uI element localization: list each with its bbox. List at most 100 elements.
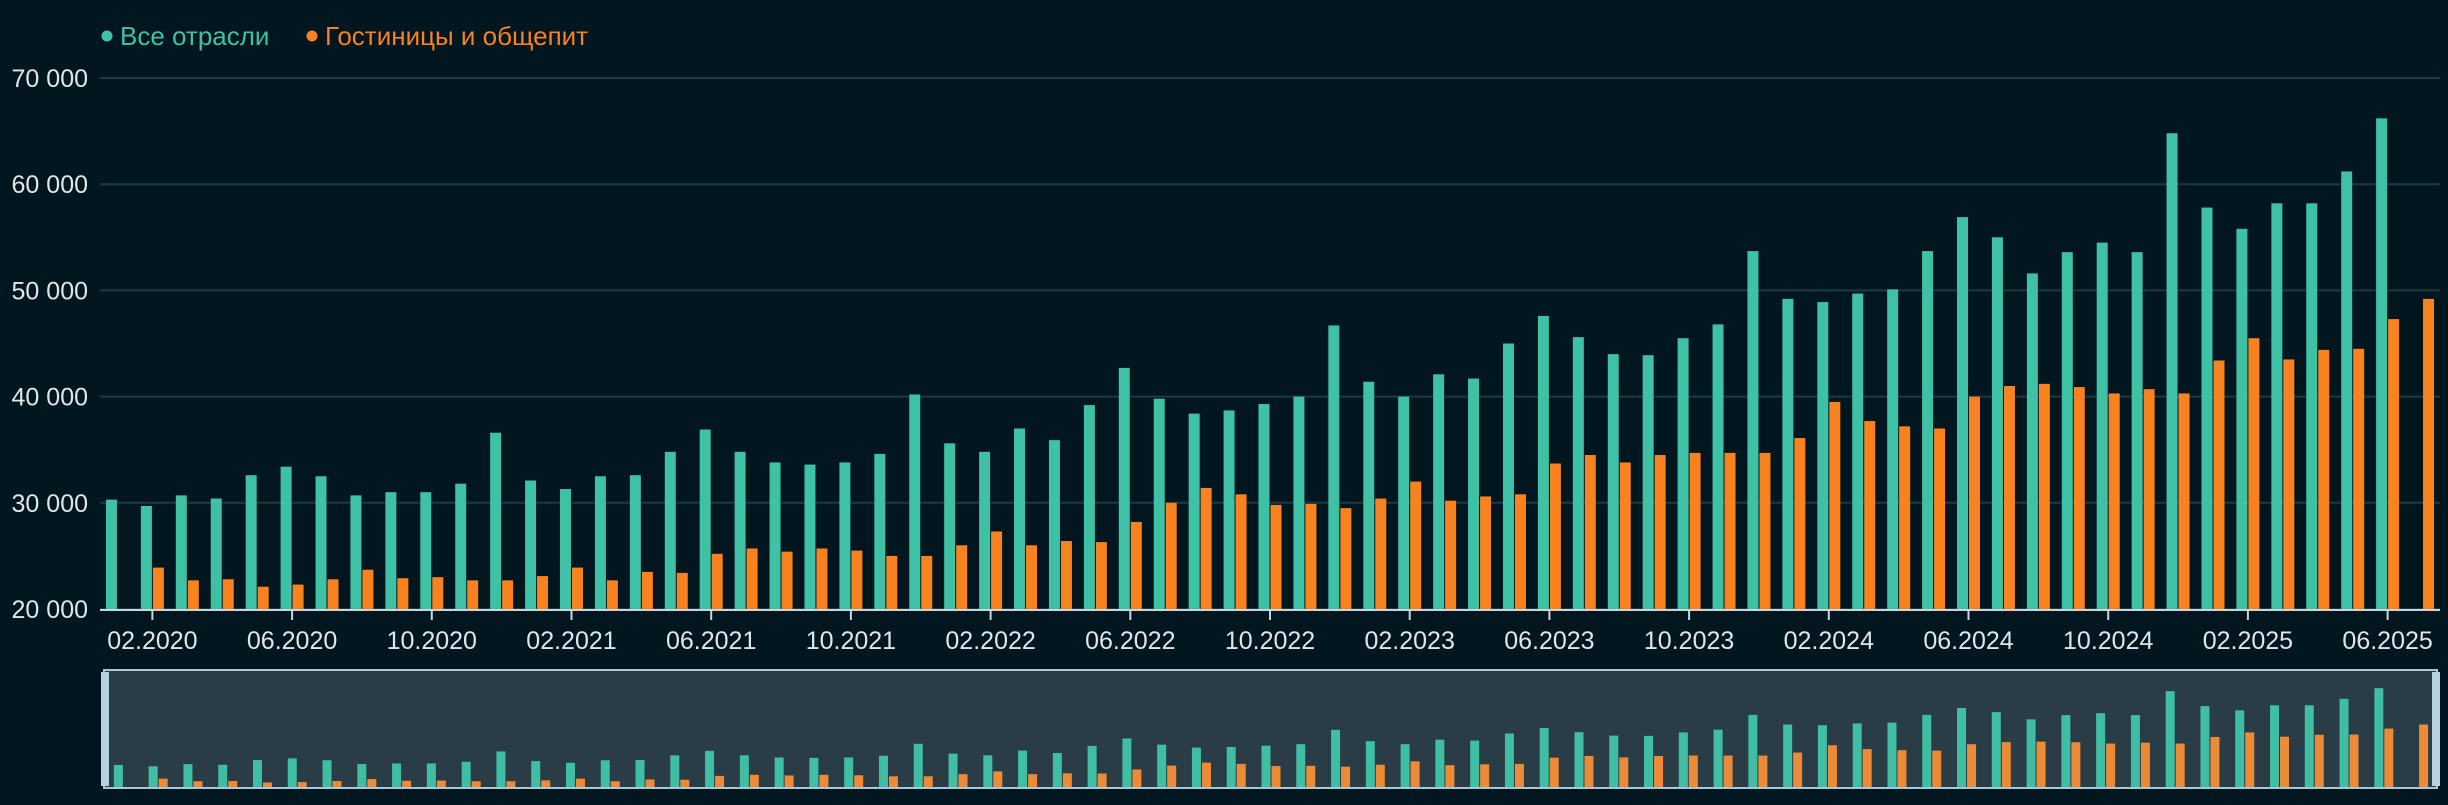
bar-all-industries[interactable] [1398,396,1410,609]
bar-all-industries[interactable] [105,499,117,609]
bar-hotels-catering[interactable] [676,572,688,609]
bar-hotels-catering[interactable] [1095,542,1107,609]
bar-hotels-catering[interactable] [2353,348,2365,609]
bar-hotels-catering[interactable] [956,545,968,609]
bar-all-industries[interactable] [1852,293,1864,609]
navigator-left-handle[interactable] [101,672,109,786]
bar-hotels-catering[interactable] [1375,498,1387,609]
bar-hotels-catering[interactable] [2003,385,2015,609]
bar-all-industries[interactable] [1433,374,1445,609]
bar-hotels-catering[interactable] [2108,393,2120,609]
bar-hotels-catering[interactable] [1549,463,1561,609]
bar-all-industries[interactable] [1957,217,1969,609]
bar-hotels-catering[interactable] [1130,521,1142,609]
bar-all-industries[interactable] [664,451,676,609]
bar-all-industries[interactable] [1223,410,1235,609]
bar-all-industries[interactable] [1363,381,1375,609]
bar-hotels-catering[interactable] [1829,401,1841,609]
bar-all-industries[interactable] [455,483,467,609]
bar-all-industries[interactable] [1537,315,1549,609]
bar-hotels-catering[interactable] [257,586,269,609]
bar-all-industries[interactable] [525,480,537,609]
bar-all-industries[interactable] [2376,118,2388,609]
bar-all-industries[interactable] [1817,302,1829,609]
bar-all-industries[interactable] [1188,413,1200,609]
bar-hotels-catering[interactable] [1794,438,1806,609]
bar-hotels-catering[interactable] [1200,487,1212,609]
bar-all-industries[interactable] [839,462,851,609]
bar-all-industries[interactable] [350,495,362,609]
legend-item-all-industries[interactable]: Все отрасли [101,21,270,51]
bar-hotels-catering[interactable] [362,569,374,609]
bar-hotels-catering[interactable] [1480,496,1492,609]
bar-all-industries[interactable] [804,464,816,609]
bar-hotels-catering[interactable] [1724,452,1736,609]
bar-all-industries[interactable] [1572,337,1584,609]
bar-hotels-catering[interactable] [222,579,234,609]
bar-all-industries[interactable] [1677,338,1689,609]
bar-all-industries[interactable] [1991,237,2003,610]
bar-all-industries[interactable] [210,498,222,609]
bar-all-industries[interactable] [1258,404,1270,609]
bar-hotels-catering[interactable] [1864,421,1876,609]
bar-all-industries[interactable] [874,453,886,609]
bar-all-industries[interactable] [175,495,187,609]
bar-hotels-catering[interactable] [746,548,758,609]
bar-all-industries[interactable] [1922,251,1934,609]
bar-all-industries[interactable] [2341,171,2353,609]
bar-hotels-catering[interactable] [1410,481,1422,609]
bar-hotels-catering[interactable] [851,550,863,609]
bar-hotels-catering[interactable] [1340,508,1352,609]
bar-hotels-catering[interactable] [1305,503,1317,609]
bar-all-industries[interactable] [1468,378,1480,609]
bar-hotels-catering[interactable] [292,584,304,609]
bar-hotels-catering[interactable] [152,567,164,609]
bar-hotels-catering[interactable] [2318,349,2330,609]
bar-all-industries[interactable] [1083,405,1095,609]
bar-all-industries[interactable] [1607,354,1619,609]
bar-hotels-catering[interactable] [2283,359,2295,609]
bar-all-industries[interactable] [559,488,571,609]
bar-hotels-catering[interactable] [2143,389,2155,609]
bar-all-industries[interactable] [2271,203,2283,610]
bar-all-industries[interactable] [629,475,641,609]
bar-hotels-catering[interactable] [571,567,583,609]
bar-all-industries[interactable] [385,492,397,609]
bar-hotels-catering[interactable] [2178,393,2190,609]
bar-hotels-catering[interactable] [2248,338,2260,609]
bar-hotels-catering[interactable] [1759,452,1771,609]
bar-hotels-catering[interactable] [1026,545,1038,609]
bar-all-industries[interactable] [1887,289,1899,609]
bar-hotels-catering[interactable] [1934,428,1946,609]
bar-all-industries[interactable] [769,462,781,609]
bar-hotels-catering[interactable] [781,551,793,609]
bar-all-industries[interactable] [2306,203,2318,610]
bar-all-industries[interactable] [2236,228,2248,609]
bar-hotels-catering[interactable] [2423,298,2435,609]
bar-hotels-catering[interactable] [2038,383,2050,609]
bar-all-industries[interactable] [420,492,432,609]
bar-all-industries[interactable] [140,505,152,609]
bar-hotels-catering[interactable] [1619,462,1631,609]
navigator-right-handle[interactable] [2432,672,2440,786]
bar-hotels-catering[interactable] [2073,387,2085,609]
bar-hotels-catering[interactable] [537,576,549,609]
bar-all-industries[interactable] [1048,440,1060,609]
bar-hotels-catering[interactable] [502,580,514,609]
bar-hotels-catering[interactable] [921,555,933,609]
bar-hotels-catering[interactable] [1165,502,1177,609]
bar-hotels-catering[interactable] [1584,455,1596,609]
bar-all-industries[interactable] [2131,252,2143,609]
bar-all-industries[interactable] [699,429,711,609]
bar-hotels-catering[interactable] [1445,500,1457,609]
bar-hotels-catering[interactable] [187,580,199,609]
bar-hotels-catering[interactable] [327,579,339,609]
bar-hotels-catering[interactable] [1514,494,1526,609]
bar-hotels-catering[interactable] [1969,396,1981,609]
bar-hotels-catering[interactable] [2213,360,2225,609]
navigator[interactable] [101,669,2440,789]
bar-hotels-catering[interactable] [467,580,479,609]
bar-hotels-catering[interactable] [1899,426,1911,609]
bar-all-industries[interactable] [245,475,257,609]
bar-hotels-catering[interactable] [641,571,653,609]
